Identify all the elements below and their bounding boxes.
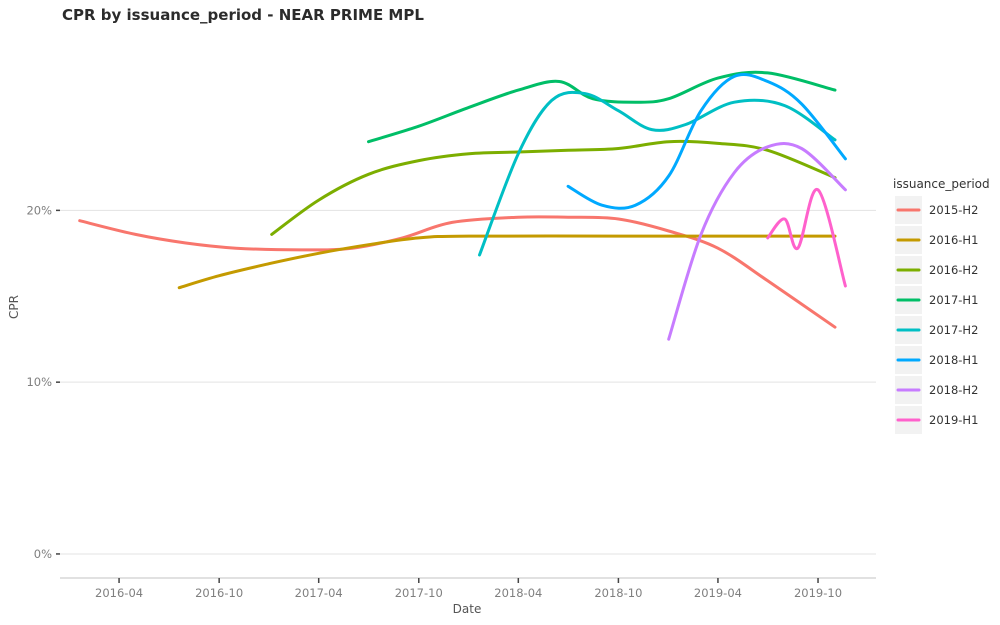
x-axis-title: Date [453, 602, 482, 616]
chart-title: CPR by issuance_period - NEAR PRIME MPL [62, 6, 424, 24]
series-line-2018-H1 [566, 72, 847, 210]
y-tick-label: 10% [26, 375, 52, 389]
series-line-2016-H1 [177, 234, 837, 290]
legend: issuance_period 2015-H2 2016-H1 2016-H2 201… [893, 177, 990, 434]
legend-label: 2017-H2 [929, 323, 978, 337]
legend-label: 2019-H1 [929, 413, 978, 427]
legend-title: issuance_period [893, 177, 990, 191]
series-line-2019-H1 [766, 188, 847, 288]
x-tick-label: 2019-04 [694, 586, 742, 600]
x-tick-label: 2017-10 [395, 586, 443, 600]
x-tick-label: 2018-04 [494, 586, 542, 600]
legend-label: 2017-H1 [929, 293, 978, 307]
series-line-2017-H1 [367, 70, 837, 144]
x-tick-label: 2016-04 [95, 586, 143, 600]
legend-label: 2016-H2 [929, 263, 978, 277]
series-line-2016-H2 [270, 139, 837, 236]
x-tick-label: 2018-10 [594, 586, 642, 600]
series-line-2017-H2 [478, 90, 837, 257]
series-line-2018-H2 [667, 141, 847, 341]
y-tick-label: 20% [26, 203, 52, 217]
legend-label: 2018-H1 [929, 353, 978, 367]
series-line-2015-H2 [78, 215, 837, 329]
legend-label: 2016-H1 [929, 233, 978, 247]
legend-label: 2015-H2 [929, 203, 978, 217]
grid-lines [60, 209, 876, 555]
y-tick-label: 0% [34, 547, 52, 561]
legend-label: 2018-H2 [929, 383, 978, 397]
series-lines [78, 70, 847, 341]
x-tick-label: 2016-10 [195, 586, 243, 600]
x-tick-label: 2017-04 [295, 586, 343, 600]
x-tick-label: 2019-10 [794, 586, 842, 600]
axes: 0% 10% 20% 2016-04 2016-10 2017-04 2017-10 2018… [26, 203, 876, 600]
y-axis-title: CPR [7, 295, 21, 319]
